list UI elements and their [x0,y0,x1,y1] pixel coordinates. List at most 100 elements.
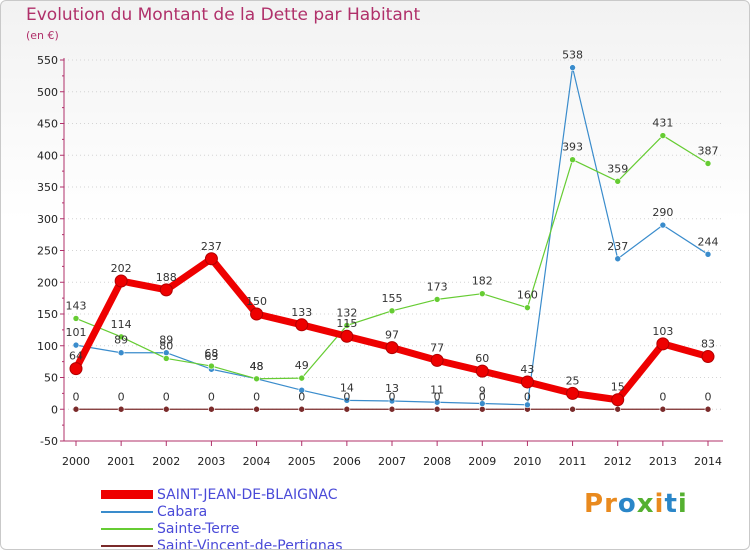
y-tick-label: 0 [51,403,58,416]
data-point [117,333,125,341]
x-tick-label: 2002 [152,455,180,468]
legend-item: Cabara [101,503,343,520]
data-label: 9 [479,385,486,398]
data-label: 68 [204,347,218,360]
data-point [298,405,306,413]
data-label: 133 [291,306,312,319]
data-label: 11 [430,383,444,396]
data-label: 43 [520,363,534,376]
data-label: 538 [562,49,583,62]
data-label: 143 [66,299,87,312]
chart-unit-label: (en €) [26,29,59,42]
data-label: 115 [336,317,357,330]
y-tick-label: -50 [40,435,58,448]
data-point [704,251,712,258]
data-point [162,405,170,413]
x-tick-label: 2013 [649,455,677,468]
data-label: 13 [385,382,399,395]
data-label: 63 [204,350,218,363]
data-point [475,364,489,378]
data-label: 150 [246,295,267,308]
proxiti-logo: Proxiti [584,489,688,519]
data-point [614,255,622,263]
data-label: 0 [298,390,305,403]
legend-label: SAINT-JEAN-DE-BLAIGNAC [157,486,338,503]
data-point [478,400,486,407]
data-point [117,349,125,357]
data-point [250,307,264,321]
x-tick-label: 2009 [468,455,496,468]
y-tick-label: 350 [37,181,58,194]
logo-letter: r [604,489,618,519]
data-label: 80 [159,339,173,352]
data-label: 114 [111,318,132,331]
data-point [704,405,712,413]
data-label: 64 [69,350,83,363]
data-point [524,304,531,311]
data-label: 48 [250,360,264,373]
legend-label: Cabara [157,503,208,520]
data-label: 0 [118,390,125,403]
data-point [433,405,441,413]
data-point [388,307,396,315]
data-label: 25 [566,374,580,387]
logo-letter: t [664,489,678,519]
x-tick-label: 2010 [513,455,541,468]
legend-label: Saint-Vincent-de-Pertignas [157,537,343,550]
legend-label: Sainte-Terre [157,520,240,537]
data-label: 0 [343,390,350,403]
y-tick-label: 150 [37,308,58,321]
data-label: 132 [336,306,357,319]
data-point [478,405,486,413]
data-label: 49 [295,359,309,372]
data-point [701,350,715,364]
data-label: 0 [163,390,170,403]
x-tick-label: 2012 [604,455,632,468]
series-line [75,67,709,406]
x-tick-label: 2006 [333,455,361,468]
data-point [704,160,712,167]
x-tick-label: 2000 [62,455,90,468]
data-label: 160 [517,289,538,302]
data-point [433,398,441,406]
y-tick-label: 50 [44,372,58,385]
y-tick-label: 200 [37,276,58,289]
data-point [478,290,486,297]
data-label: 89 [114,334,128,347]
data-label: 97 [385,329,399,342]
data-point [343,322,351,329]
data-point [659,132,667,139]
data-point [385,341,399,355]
data-point [569,64,576,71]
data-label: 173 [427,280,448,293]
data-label: 188 [156,271,177,284]
data-point [253,375,260,383]
data-label: 0 [479,390,486,403]
legend-item: Saint-Vincent-de-Pertignas [101,537,343,550]
legend-swatch-cabara [101,510,153,513]
chart-title: Evolution du Montant de la Dette par Hab… [26,5,421,25]
data-label: 237 [201,240,222,253]
x-tick-label: 2007 [378,455,406,468]
legend-swatch-saint-vincent [101,544,153,547]
logo-letter: o [617,489,637,519]
data-point [69,362,83,376]
logo-letter: P [584,489,605,519]
data-label: 103 [652,325,673,338]
legend-swatch-sainte-terre [101,527,153,530]
data-label: 0 [253,390,260,403]
data-point [520,375,534,389]
data-point [569,156,576,163]
data-point [343,397,351,404]
data-point [162,355,170,362]
data-label: 83 [701,338,715,351]
x-tick-label: 2003 [197,455,225,468]
y-tick-label: 550 [37,54,58,67]
data-point [208,405,215,413]
data-point [388,397,396,405]
data-label: 202 [111,262,132,275]
y-tick-label: 100 [37,340,58,353]
data-point [566,386,580,400]
data-point [433,296,441,303]
